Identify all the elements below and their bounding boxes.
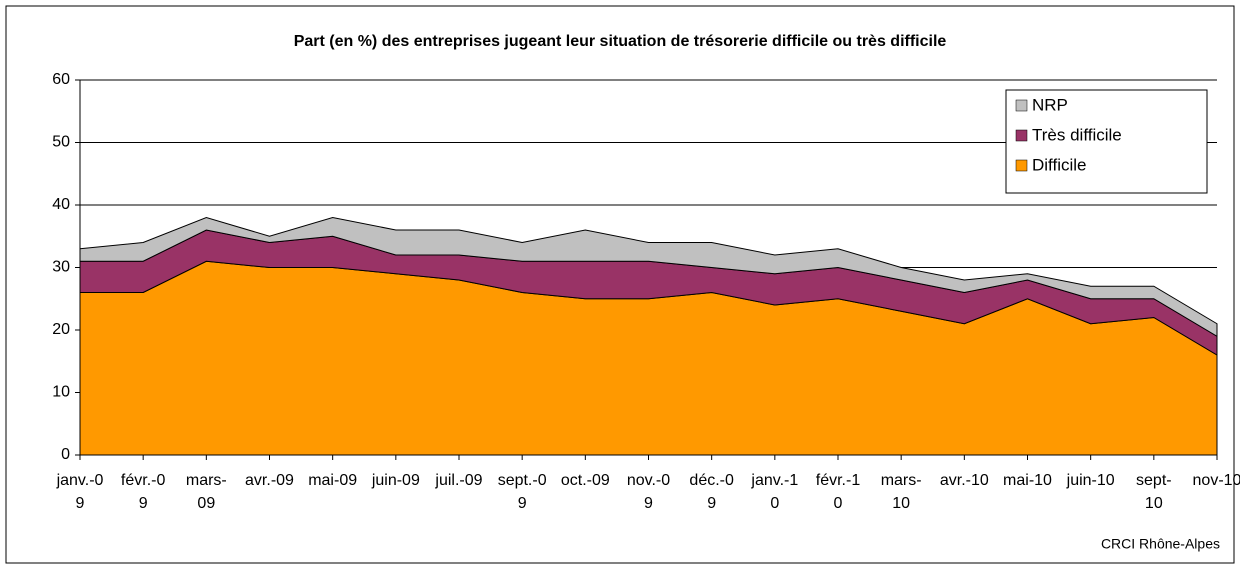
x-tick-label: nov.-09: [626, 472, 671, 512]
y-tick-label: 0: [61, 446, 70, 463]
x-tick-label: avr.-10: [939, 472, 989, 489]
legend-swatch: [1015, 99, 1028, 112]
legend-label: Difficile: [1032, 155, 1086, 174]
x-tick-label: juin-10: [1066, 472, 1115, 489]
legend-label: NRP: [1032, 95, 1068, 114]
x-tick-label: déc.-09: [689, 472, 734, 512]
area: [79, 216, 1218, 338]
chart-title: Part (en %) des entreprises jugeant leur…: [294, 33, 947, 50]
x-tick-label: mai-09: [308, 472, 358, 489]
legend-box: [1005, 89, 1208, 194]
x-tick-label: avr.-09: [245, 472, 294, 489]
x-tick-label: mars-09: [185, 472, 227, 512]
y-tick-label: 10: [52, 384, 70, 401]
x-tick-label: janv.-09: [56, 472, 104, 512]
x-tick-label: févr.-10: [815, 472, 861, 512]
x-tick-label: sept.-09: [497, 472, 547, 512]
x-tick-label: oct.-09: [560, 472, 610, 489]
y-tick-label: 50: [52, 134, 70, 151]
legend-swatch: [1015, 159, 1028, 172]
legend-swatch: [1015, 129, 1028, 142]
x-tick-label: janv.-10: [751, 472, 799, 512]
y-tick-label: 30: [52, 259, 70, 276]
x-tick-label: févr.-09: [120, 472, 166, 512]
legend-label: Très difficile: [1032, 125, 1122, 144]
x-tick-label: nov-10: [1192, 472, 1240, 489]
source: CRCI Rhône-Alpes: [1101, 536, 1220, 552]
y-tick-label: 20: [52, 321, 70, 338]
x-tick-label: juin-09: [371, 472, 420, 489]
x-tick-label: juil.-09: [435, 472, 483, 489]
y-tick-label: 40: [52, 196, 70, 213]
x-tick-label: mars-10: [880, 472, 922, 512]
y-tick-label: 60: [52, 71, 70, 88]
x-tick-label: sept-10: [1136, 472, 1172, 512]
x-tick-label: mai-10: [1003, 472, 1052, 489]
